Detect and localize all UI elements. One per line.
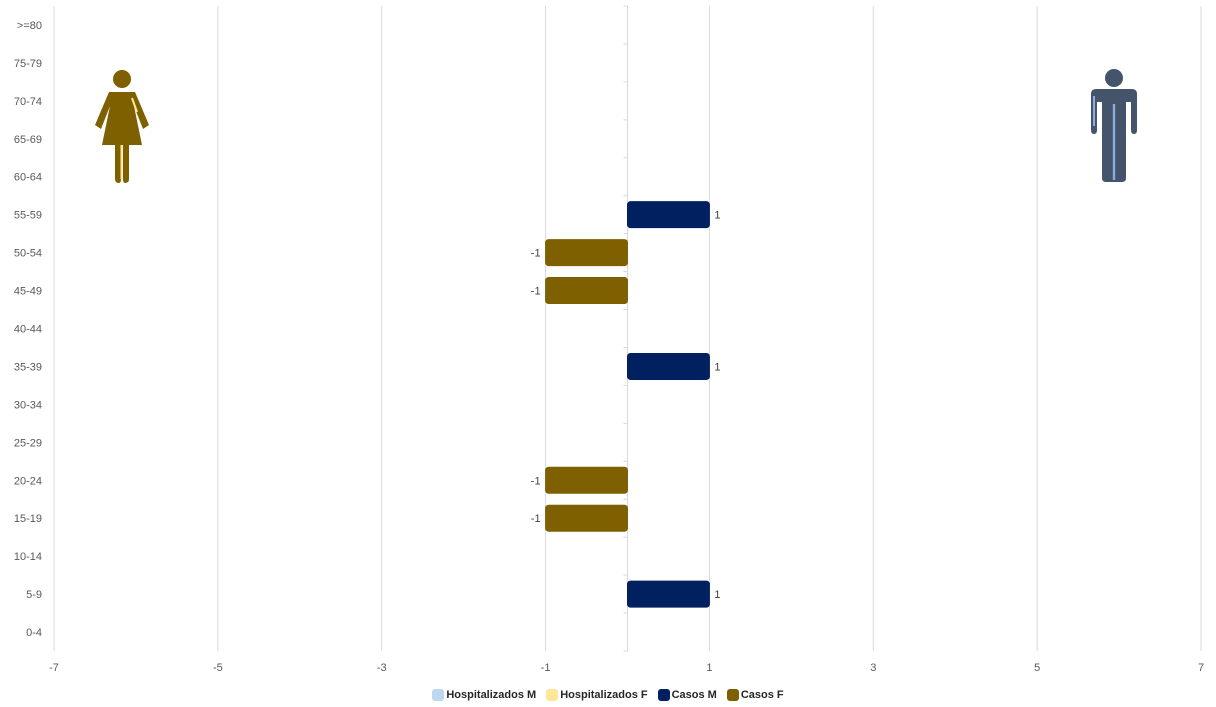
age-group-label: 15-19 (14, 513, 42, 525)
bar-casos-m (627, 352, 710, 380)
bars (545, 201, 710, 608)
age-group-label: 30-34 (14, 399, 42, 411)
data-label: 1 (714, 589, 720, 601)
age-group-label: >=80 (17, 20, 42, 32)
data-label: -1 (531, 248, 541, 260)
gridlines (53, 6, 1202, 651)
woman-icon (95, 70, 149, 183)
x-tick-label: -3 (377, 662, 387, 674)
age-group-label: 20-24 (14, 475, 42, 487)
data-label: 1 (714, 361, 720, 373)
age-group-label: 10-14 (14, 551, 42, 563)
legend-item: Casos M (657, 689, 717, 701)
category-axis-labels: 0-4 5-9 10-14 15-19 20-24 25-29 30-34 35-39 40-4… (14, 20, 42, 639)
legend-swatch (546, 689, 559, 701)
data-label: -1 (531, 286, 541, 298)
legend-swatch (657, 689, 670, 701)
legend-item: Hospitalizados F (546, 689, 648, 701)
legend-swatch (726, 689, 739, 701)
legend-item: Hospitalizados M (432, 689, 536, 701)
man-icon (1091, 69, 1137, 182)
data-label: 1 (714, 210, 720, 222)
x-tick-label: -7 (49, 662, 59, 674)
data-label: -1 (531, 513, 541, 525)
x-tick-label: -1 (541, 662, 551, 674)
x-tick-label: 1 (706, 662, 712, 674)
x-tick-label: 5 (1034, 662, 1040, 674)
bar-casos-m (627, 580, 710, 608)
legend-item: Casos F (726, 689, 784, 701)
age-group-label: 55-59 (14, 210, 42, 222)
legend: Hospitalizados M Hospitalizados F Casos M C… (0, 686, 1216, 704)
legend-label: Hospitalizados M (446, 689, 537, 701)
legend-label: Casos M (671, 689, 717, 701)
vertical-axis (623, 5, 628, 652)
age-group-label: 35-39 (14, 361, 42, 373)
bar-casos-m (627, 201, 710, 229)
data-label: -1 (531, 475, 541, 487)
x-tick-label: 7 (1198, 662, 1204, 674)
age-group-label: 25-29 (14, 437, 42, 449)
legend-swatch (432, 689, 445, 701)
legend-label: Casos F (740, 689, 784, 701)
x-tick-label: 3 (870, 662, 876, 674)
legend-label: Hospitalizados F (560, 689, 648, 701)
value-axis-labels: -7 -5 -3 -1 1 3 5 7 (49, 662, 1204, 674)
x-tick-label: -5 (213, 662, 223, 674)
age-group-label: 40-44 (14, 324, 42, 336)
age-group-label: 45-49 (14, 286, 42, 298)
age-group-label: 50-54 (14, 248, 42, 260)
bar-casos-f (545, 277, 628, 305)
bar-casos-f (545, 239, 628, 267)
age-group-label: 0-4 (26, 627, 42, 639)
data-labels: 1 1 1 -1 -1 -1 -1 (531, 210, 721, 601)
age-group-label: 70-74 (14, 96, 42, 108)
bar-casos-f (545, 466, 628, 494)
bar-casos-f (545, 504, 628, 532)
age-group-label: 5-9 (26, 589, 42, 601)
age-group-label: 60-64 (14, 172, 42, 184)
age-group-label: 65-69 (14, 134, 42, 146)
age-group-label: 75-79 (14, 58, 42, 70)
